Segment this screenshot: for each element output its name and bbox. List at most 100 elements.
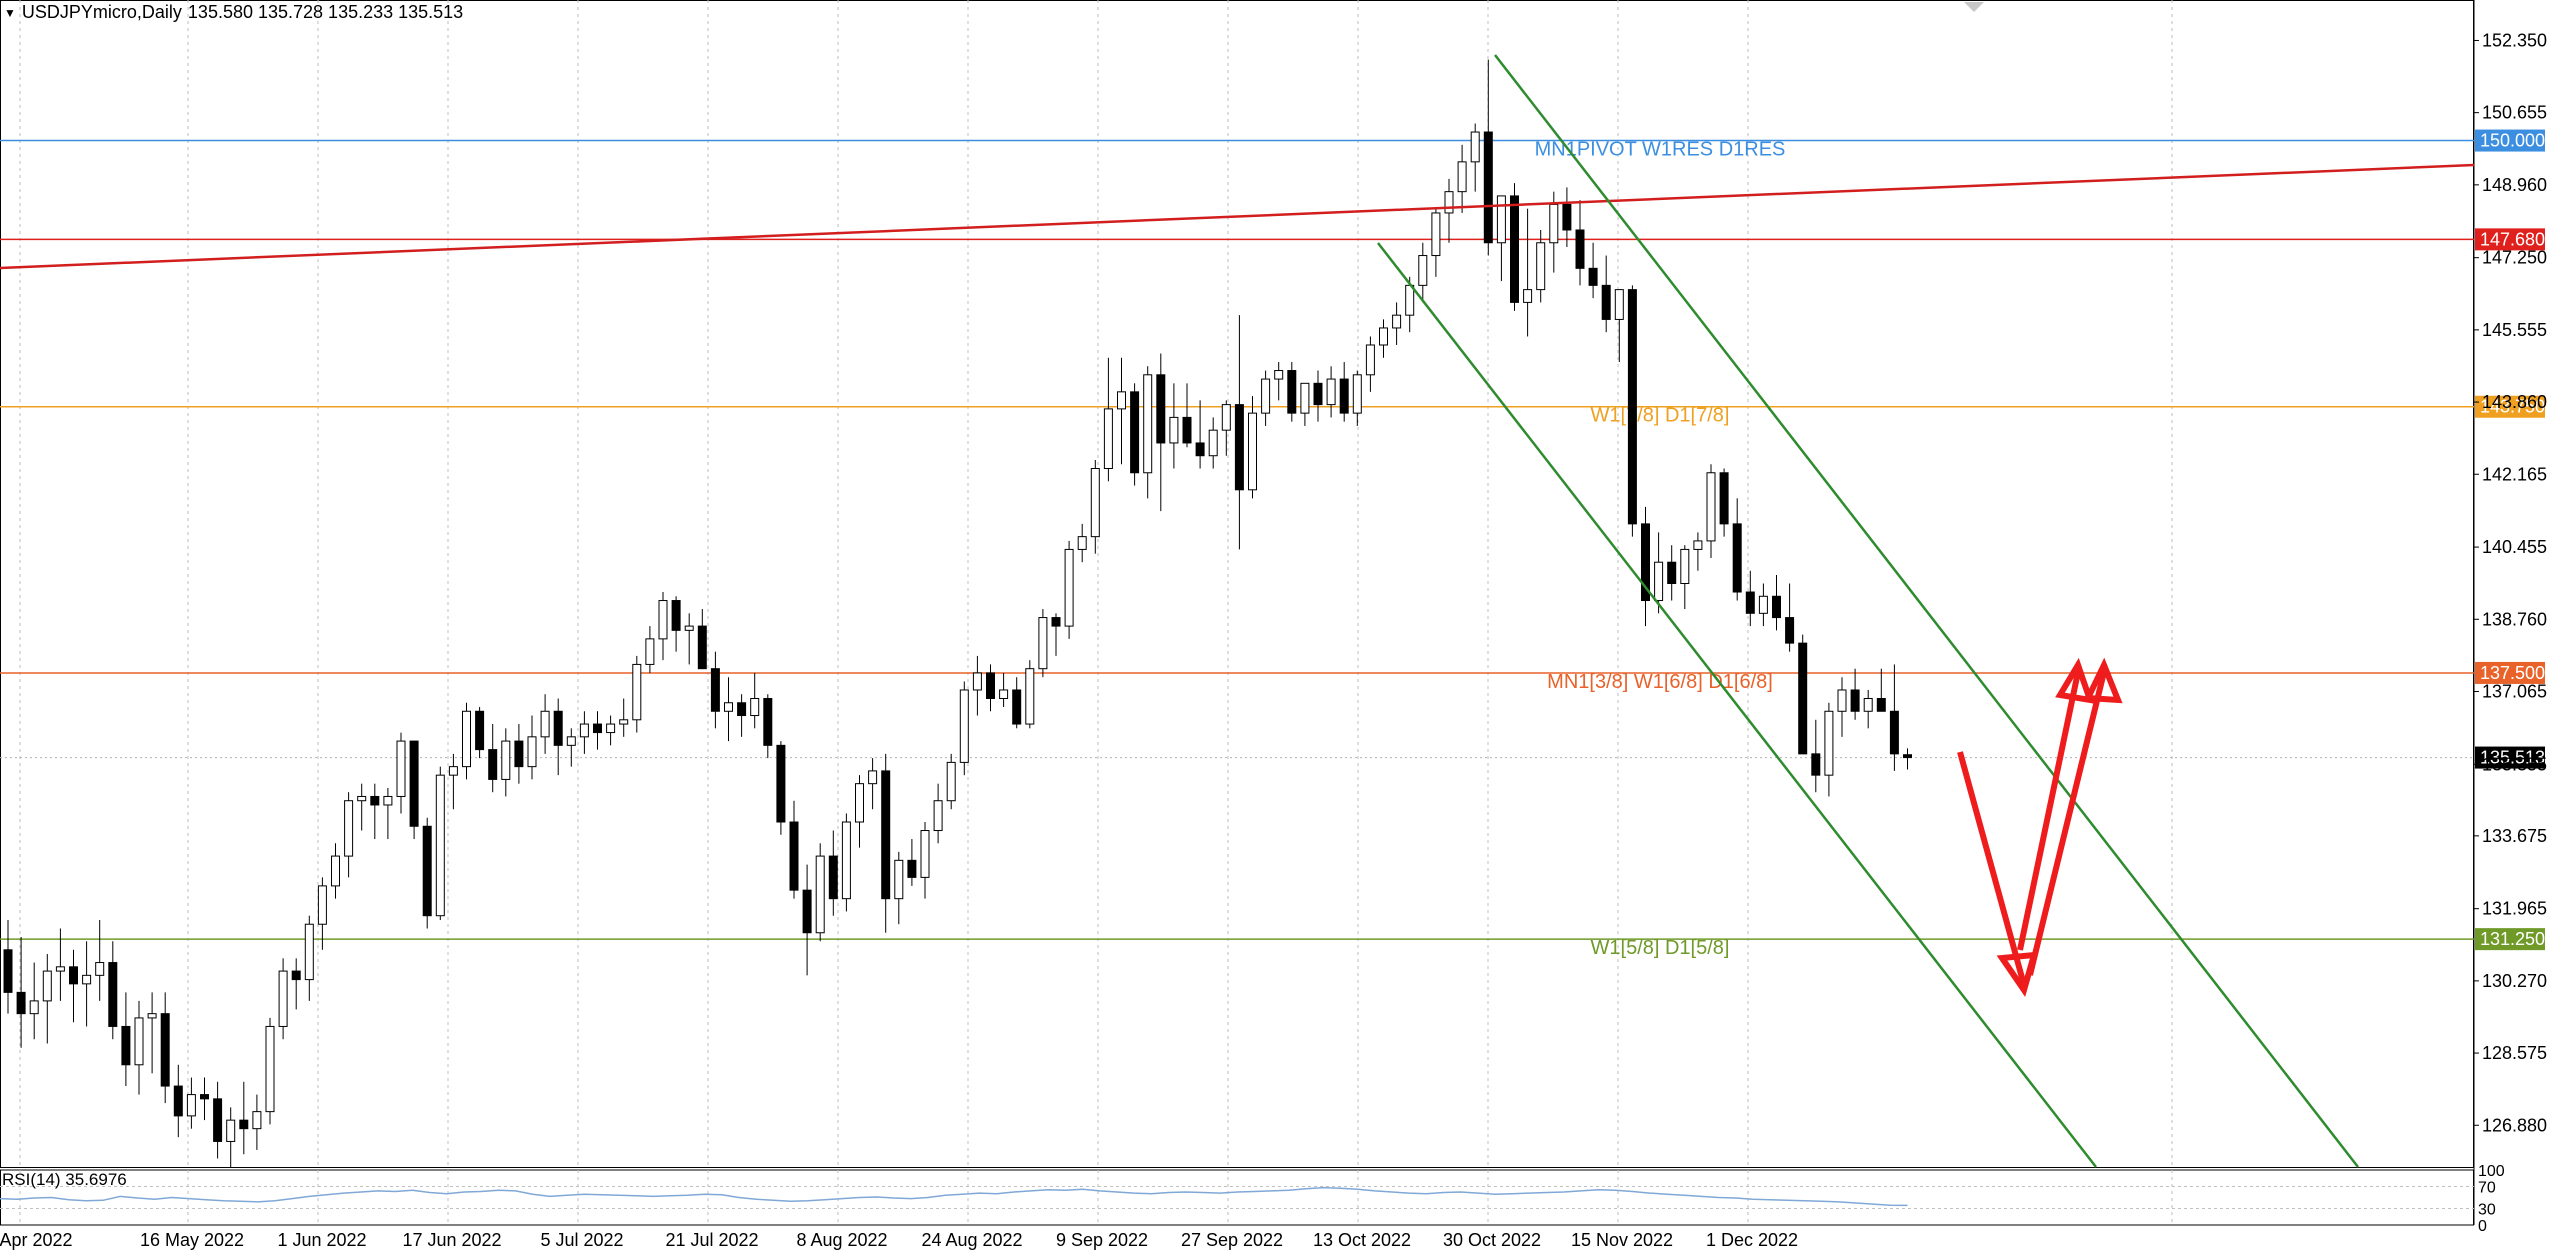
rsi-scale-label: 0	[2478, 1218, 2487, 1235]
candle-body	[1326, 378, 1336, 406]
time-axis-label: 24 Aug 2022	[921, 1230, 1022, 1250]
candle-body	[501, 740, 511, 780]
candle-body	[1811, 753, 1821, 776]
candle-body	[331, 855, 340, 887]
candle-body	[1680, 548, 1690, 584]
axes: 28 Apr 2022 16 May 2022 1 Jun 2022 17 Jun 2…	[0, 30, 2547, 1250]
candle-body	[1261, 378, 1271, 414]
candle-body	[383, 795, 393, 806]
forecast-arrow-up-1-head	[2055, 657, 2095, 704]
level-label: W1[5/8] D1[5/8]	[1591, 937, 1730, 959]
candle-body	[841, 821, 851, 900]
candle-body	[1614, 289, 1624, 320]
candle-body	[1418, 255, 1428, 286]
level-price-tag-text: 147.680	[2480, 229, 2545, 249]
candle-body	[658, 600, 668, 640]
candle-body	[1352, 374, 1362, 414]
candle-body	[1889, 710, 1899, 755]
candle-body	[972, 672, 982, 691]
forecast-arrow-up-1[interactable]	[2017, 671, 2081, 951]
candle-body	[95, 962, 105, 976]
price-axis-label: 140.455	[2482, 537, 2547, 557]
candle-body	[1038, 617, 1048, 670]
rsi-subwindow	[0, 1186, 2474, 1209]
candle-body	[1064, 548, 1074, 627]
time-axis-label: 8 Aug 2022	[796, 1230, 887, 1250]
forecast-arrow-down[interactable]	[1957, 751, 2027, 986]
price-axis-label: 131.965	[2482, 899, 2547, 919]
candle-body	[671, 600, 681, 631]
level-lines[interactable]: 150.000 MN1PIVOT W1RES D1RES 147.680 143.75…	[0, 129, 2545, 960]
candle-body	[724, 702, 733, 712]
candle-body	[1392, 314, 1402, 329]
candle-body	[999, 689, 1009, 699]
forecast-arrow-up-2[interactable]	[2027, 671, 2107, 976]
candle-body	[1641, 523, 1650, 602]
chart-menu-icon[interactable]: ▼	[4, 5, 16, 20]
candle-body	[855, 783, 864, 823]
ohlc-values: 135.580 135.728 135.233 135.513	[187, 2, 464, 22]
price-axis-label: 133.675	[2482, 826, 2547, 846]
time-axis-label: 1 Dec 2022	[1706, 1230, 1798, 1250]
candle-body	[1195, 442, 1205, 457]
candle-body	[684, 625, 694, 631]
candle-body	[69, 966, 78, 985]
candle-body	[802, 889, 812, 934]
candle-body	[933, 800, 943, 832]
candle-body	[1208, 429, 1218, 457]
time-axis-label: 28 Apr 2022	[0, 1230, 73, 1250]
level-price-tag-text: 137.500	[2480, 663, 2545, 683]
candle-body	[1588, 267, 1598, 286]
candle-body	[776, 744, 786, 823]
chart-header: ▼ USDJPYmicro,Daily 135.580 135.728 135.…	[4, 2, 463, 23]
candle-body	[3, 949, 13, 993]
candle-body	[894, 859, 904, 900]
level-price-tag	[2475, 928, 2545, 951]
current-price-tag	[2475, 746, 2545, 769]
candle-body	[632, 663, 642, 721]
main-frame	[0, 0, 2474, 1168]
candle-body	[750, 697, 760, 717]
drawings[interactable]	[0, 2, 2475, 1168]
candle-body	[1745, 591, 1755, 614]
candle-body	[462, 710, 471, 768]
rsi-scale-label: 30	[2478, 1202, 2496, 1219]
level-price-tag	[2475, 395, 2545, 418]
level-label: MN1[3/8] W1[6/8] D1[6/8]	[1547, 671, 1773, 693]
candle-body	[593, 723, 602, 734]
candle-body	[186, 1094, 196, 1117]
candle-body	[710, 668, 720, 712]
candle-body	[1654, 561, 1664, 602]
time-axis-label: 27 Sep 2022	[1181, 1230, 1283, 1250]
trendline[interactable]	[0, 163, 2475, 270]
level-price-tag	[2475, 129, 2545, 152]
candle-body	[697, 625, 707, 670]
candle-body	[173, 1085, 183, 1117]
candle-body	[1025, 668, 1035, 725]
channel-upper-line[interactable]	[1494, 54, 2359, 1168]
candle-body	[1274, 370, 1284, 380]
channel-lower-line[interactable]	[1377, 242, 2097, 1168]
candle-body	[737, 702, 747, 717]
candle-body	[1876, 697, 1886, 712]
candle-body	[881, 770, 891, 900]
price-axis-label: 152.350	[2482, 30, 2547, 50]
time-axis-label: 13 Oct 2022	[1313, 1230, 1411, 1250]
price-axis-label: 143.860	[2482, 392, 2547, 412]
candle-body	[907, 859, 917, 878]
candle-body	[1562, 203, 1572, 231]
candle-body	[1287, 370, 1297, 414]
candle-body	[1431, 212, 1441, 257]
candle-body	[488, 749, 498, 780]
candle-body	[1496, 195, 1506, 244]
time-axis-label: 1 Jun 2022	[277, 1230, 366, 1250]
candle-body	[1850, 689, 1860, 712]
candle-body	[566, 736, 576, 746]
candle-body	[1706, 472, 1716, 542]
candle-body	[645, 638, 655, 665]
candle-body	[514, 740, 524, 768]
candle-body	[1719, 472, 1729, 525]
candle-body	[475, 710, 485, 751]
